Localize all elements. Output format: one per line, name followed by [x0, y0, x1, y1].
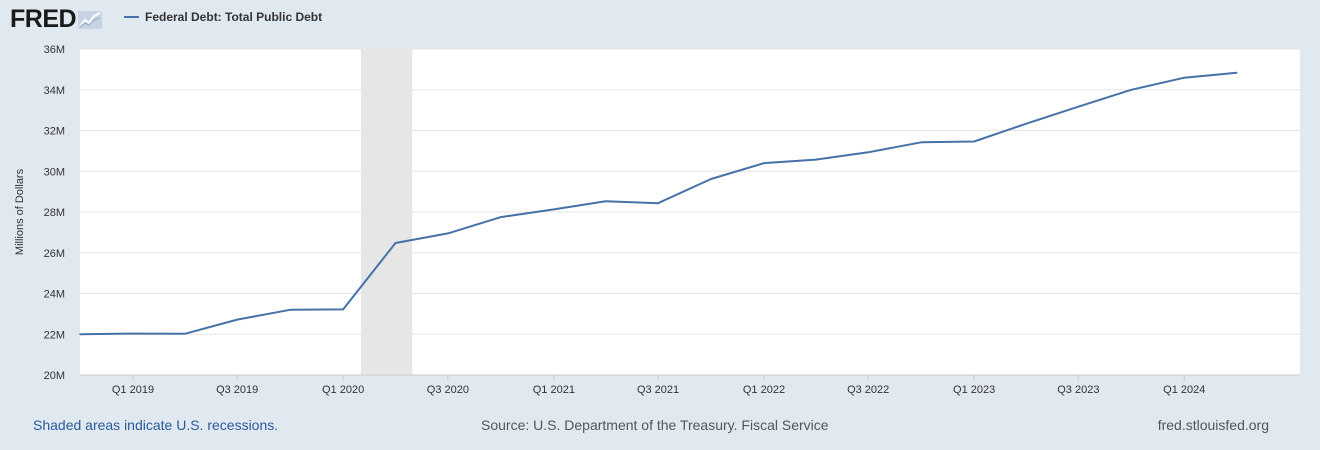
data-point	[183, 333, 186, 335]
grid-layer	[80, 48, 1300, 376]
y-axis: 20M 22M 24M 26M 28M 30M 32M 34M 36M	[44, 44, 65, 382]
x-tick-label: Q1 2023	[953, 384, 995, 396]
data-point	[604, 200, 607, 203]
data-point	[289, 309, 291, 311]
y-tick-label: 30M	[44, 166, 65, 178]
data-point	[1183, 76, 1186, 79]
recession-note[interactable]: Shaded areas indicate U.S. recessions.	[33, 417, 279, 433]
fred-logo[interactable]: FRED	[10, 4, 103, 33]
y-tick-label: 34M	[44, 85, 65, 97]
y-tick-label: 20M	[44, 370, 65, 382]
data-point	[763, 162, 765, 164]
data-point	[1025, 122, 1027, 125]
y-tick-label: 32M	[44, 126, 65, 138]
y-tick-label: 24M	[44, 289, 65, 301]
data-point	[657, 202, 659, 205]
data-point	[920, 141, 922, 144]
x-tick-label: Q3 2020	[427, 384, 469, 396]
data-point	[132, 332, 134, 335]
data-point	[447, 232, 449, 235]
logo-text: FRED	[10, 4, 77, 33]
data-point	[394, 242, 397, 244]
data-point	[973, 140, 975, 143]
x-tick-label: Q3 2019	[216, 384, 258, 396]
y-tick-label: 26M	[44, 248, 65, 260]
y-tick-label: 22M	[44, 329, 65, 341]
data-point	[1077, 105, 1080, 108]
legend-swatch	[124, 16, 139, 18]
site-link[interactable]: fred.stlouisfed.org	[1157, 417, 1269, 433]
legend: Federal Debt: Total Public Debt	[124, 10, 322, 24]
source-text: Source: U.S. Department of the Treasury.…	[481, 417, 829, 433]
x-tick-label: Q1 2024	[1163, 384, 1205, 396]
x-tick-label: Q3 2023	[1057, 384, 1099, 396]
y-axis-label: Millions of Dollars	[14, 168, 26, 255]
data-point	[710, 178, 712, 180]
data-point	[79, 333, 81, 336]
data-point	[814, 158, 817, 161]
data-point	[1130, 88, 1133, 91]
series-layer	[79, 71, 1238, 336]
x-tick-label: Q1 2020	[322, 384, 364, 396]
x-tick-label: Q3 2022	[847, 384, 889, 396]
data-point	[553, 208, 555, 211]
data-point	[500, 216, 502, 218]
x-tick-label: Q1 2021	[533, 384, 575, 396]
x-tick-label: Q1 2019	[112, 384, 154, 396]
data-point	[867, 151, 869, 154]
y-tick-label: 28M	[44, 207, 65, 219]
x-tick-label: Q3 2021	[637, 384, 679, 396]
x-axis: Q1 2019 Q3 2019 Q1 2020 Q3 2020 Q1 2021 Q3 20…	[112, 375, 1205, 396]
legend-label: Federal Debt: Total Public Debt	[145, 10, 323, 24]
chart-logo-icon	[78, 11, 103, 29]
data-point	[236, 318, 238, 321]
data-point	[342, 308, 344, 311]
x-tick-label: Q1 2022	[743, 384, 785, 396]
y-tick-label: 36M	[44, 44, 65, 56]
data-point	[1235, 72, 1238, 74]
